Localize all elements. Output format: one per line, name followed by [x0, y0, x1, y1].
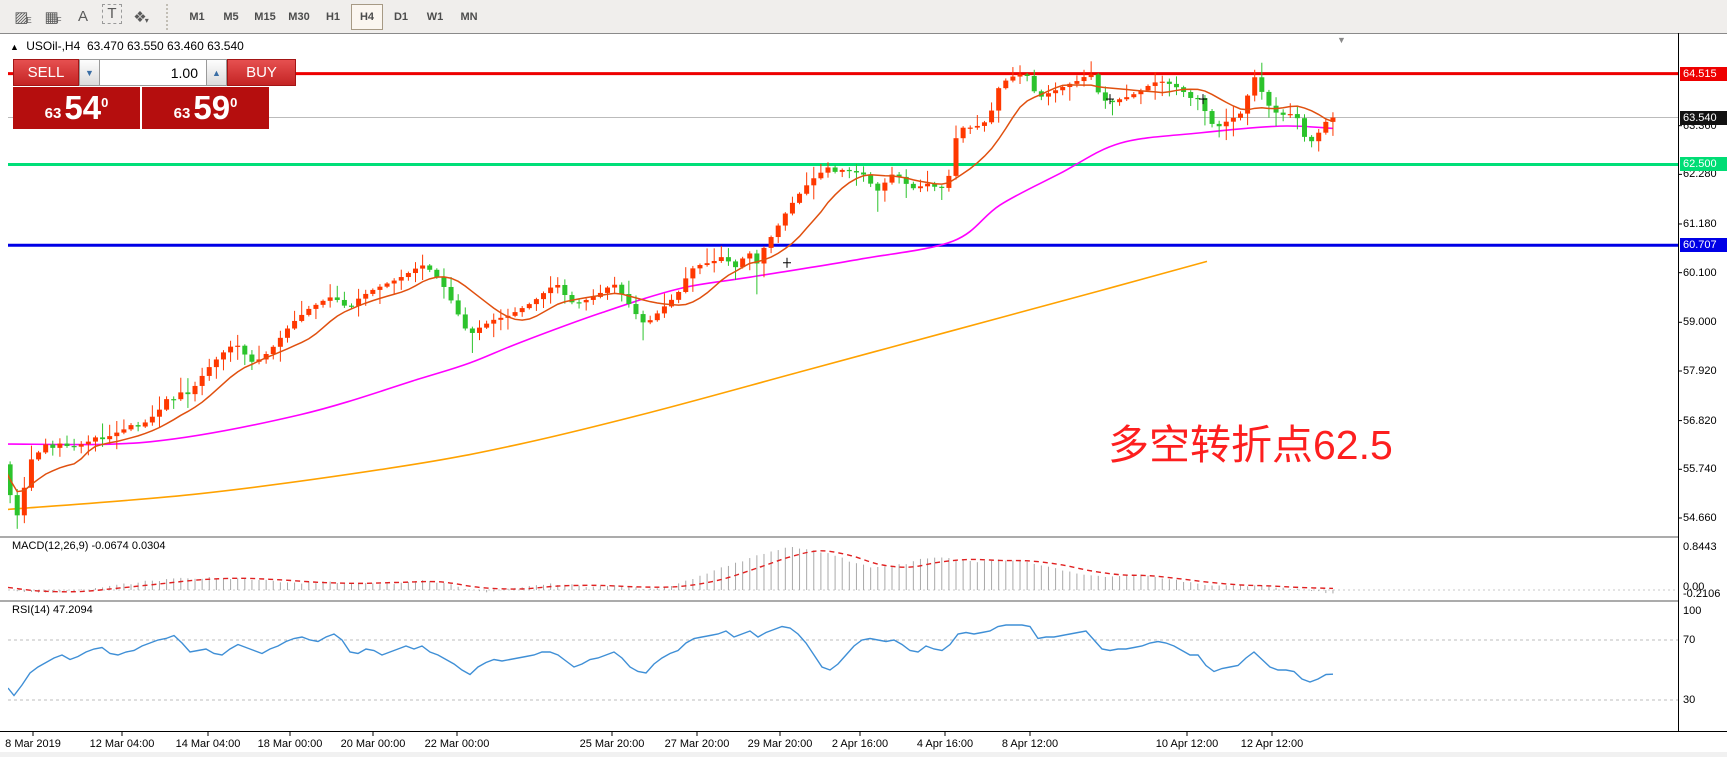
sell-price-display[interactable]: 63 54 0	[13, 87, 140, 129]
timeframe-m15-button[interactable]: M15	[254, 10, 276, 23]
price-tick-label[interactable]: 56.820	[1683, 414, 1717, 427]
toolbar-separator	[166, 3, 174, 30]
text-label-icon[interactable]: A	[77, 8, 88, 25]
time-axis-label[interactable]: 2 Apr 16:00	[831, 738, 889, 750]
fibonacci-grid-icon[interactable]: ▦ F	[44, 8, 62, 26]
macd-axis-label: -0.2106	[1683, 588, 1721, 600]
timeframe-buttons: M1 M5 M15 M30 H1 H4 D1 W1 MN	[180, 3, 486, 30]
pivot-price-box[interactable]: 62.500	[1680, 157, 1727, 172]
macd-main-value: -0.0674	[91, 540, 129, 552]
time-axis-label[interactable]: 25 Mar 20:00	[579, 738, 645, 750]
chart-window[interactable]: ▲ USOil-,H4 63.470 63.550 63.460 63.540 …	[0, 33, 1727, 757]
symbol-timeframe-label: USOil-,H4	[26, 39, 81, 53]
rsi-header: RSI(14) 47.2094	[12, 604, 93, 616]
timeframe-h4-button[interactable]: H4	[351, 3, 383, 30]
macd-header: MACD(12,26,9) -0.0674 0.0304	[12, 540, 166, 552]
volume-increase-button[interactable]: ▲	[206, 59, 227, 86]
buy-price-big: 59	[193, 89, 231, 126]
timeframe-h1-button[interactable]: H1	[325, 10, 341, 23]
buy-price-sup: 0	[230, 94, 238, 110]
chart-ohlc-header: ▲ USOil-,H4 63.470 63.550 63.460 63.540	[10, 39, 244, 53]
rsi-axis-label: 100	[1683, 605, 1702, 617]
time-axis-label[interactable]: 10 Apr 12:00	[1155, 738, 1219, 750]
high-value: 63.550	[127, 39, 164, 53]
time-axis-label[interactable]: 4 Apr 16:00	[916, 738, 974, 750]
open-value: 63.470	[86, 39, 124, 53]
collapse-triangle-icon[interactable]: ▲	[10, 42, 19, 52]
toolbar-drawing-tools: ▨ E ▦ F A T ❖ ▾	[8, 3, 156, 30]
volume-decrease-button[interactable]: ▼	[79, 59, 100, 86]
buy-price-display[interactable]: 63 59 0	[142, 87, 269, 129]
price-tick-label[interactable]: 55.740	[1683, 463, 1717, 476]
buy-price-prefix: 63	[173, 104, 191, 122]
one-click-trade-panel: SELL ▼ ▲ BUY 63 54 0 63 59 0	[13, 59, 297, 129]
time-axis-label[interactable]: 12 Mar 04:00	[89, 738, 155, 750]
resistance-price-box[interactable]: 64.515	[1680, 66, 1727, 81]
buy-button[interactable]: BUY	[227, 59, 296, 86]
price-tick-label[interactable]: 59.000	[1683, 316, 1717, 329]
rsi-value: 47.2094	[52, 604, 93, 616]
price-tick-label[interactable]: 60.100	[1683, 266, 1717, 279]
time-axis-label[interactable]: 20 Mar 00:00	[340, 738, 406, 750]
timeframe-m30-button[interactable]: M30	[288, 10, 310, 23]
volume-input[interactable]	[100, 59, 206, 86]
rsi-axis-label: 30	[1683, 694, 1696, 706]
timeframe-d1-button[interactable]: D1	[393, 10, 409, 23]
sell-price-big: 54	[64, 89, 102, 126]
price-tick-label[interactable]: 54.660	[1683, 512, 1717, 524]
sell-price-sup: 0	[101, 94, 109, 110]
macd-label: MACD(12,26,9)	[12, 540, 89, 552]
chart-shift-marker-icon[interactable]: ▼	[1337, 35, 1346, 45]
window-left-splitter[interactable]	[0, 33, 9, 757]
timeframe-mn-button[interactable]: MN	[460, 10, 478, 23]
price-display-divider	[140, 87, 142, 129]
time-axis-label[interactable]: 29 Mar 20:00	[747, 738, 813, 750]
macd-axis-label: 0.00	[1683, 581, 1705, 593]
expert-advisors-icon[interactable]: ▨ E	[14, 8, 32, 26]
rsi-label: RSI(14)	[12, 604, 50, 616]
time-axis-label[interactable]: 18 Mar 00:00	[257, 738, 323, 750]
price-tick-label[interactable]: 61.180	[1683, 217, 1717, 230]
macd-axis-label: 0.8443	[1683, 541, 1717, 553]
timeframe-w1-button[interactable]: W1	[426, 10, 444, 23]
time-axis-label[interactable]: 8 Mar 2019	[5, 738, 61, 750]
arrows-tool-icon[interactable]: ❖ ▾	[133, 8, 149, 26]
close-value: 63.540	[207, 39, 244, 53]
rsi-axis-label: 70	[1683, 634, 1696, 646]
timeframe-m1-button[interactable]: M1	[189, 10, 205, 23]
price-tick-label[interactable]: 57.920	[1683, 364, 1717, 377]
sell-price-prefix: 63	[44, 104, 62, 122]
sell-button[interactable]: SELL	[13, 59, 79, 86]
time-axis-label[interactable]: 12 Apr 12:00	[1240, 738, 1304, 750]
timeframe-m5-button[interactable]: M5	[223, 10, 239, 23]
time-axis-label[interactable]: 8 Apr 12:00	[1001, 738, 1059, 750]
time-axis-label[interactable]: 27 Mar 20:00	[664, 738, 730, 750]
toolbar: ▨ E ▦ F A T ❖ ▾ M1 M5 M15 M30 H1 H4 D1 W1 MN	[0, 0, 1727, 34]
text-box-icon[interactable]: T	[102, 3, 122, 24]
low-value: 63.460	[167, 39, 204, 53]
support-price-box[interactable]: 60.707	[1680, 238, 1727, 253]
chart-text-annotation: 多空转折点62.5	[1108, 422, 1393, 468]
macd-signal-value: 0.0304	[131, 540, 166, 552]
time-axis-label[interactable]: 22 Mar 00:00	[424, 738, 490, 750]
time-axis-label[interactable]: 14 Mar 04:00	[175, 738, 241, 750]
current-price-box[interactable]: 63.540	[1680, 110, 1727, 125]
